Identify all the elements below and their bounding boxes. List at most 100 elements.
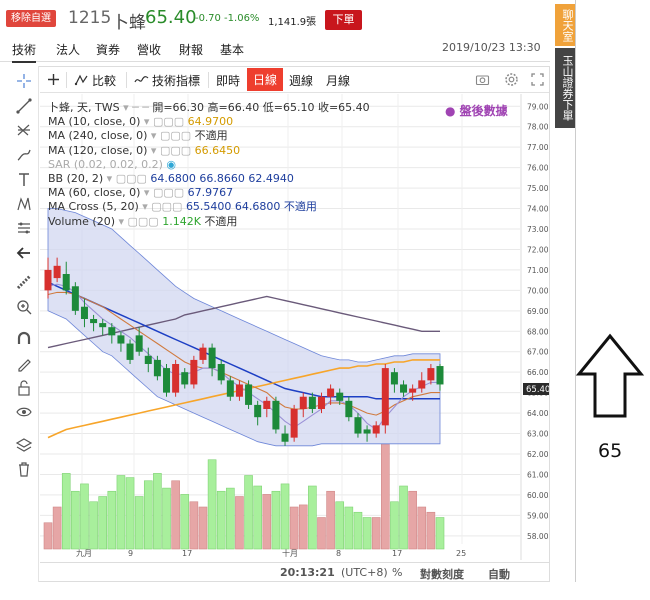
measure-icon[interactable] <box>15 219 33 237</box>
volume-bar <box>52 506 62 550</box>
ma60-line <box>47 281 440 400</box>
legend-volume-na: 不適用 <box>204 214 238 228</box>
candle-body <box>354 417 362 434</box>
legend-sar[interactable]: SAR (0.02, 0.02, 0.2) <box>48 157 163 171</box>
legend-macross-values: 65.5400 64.6800 <box>185 200 281 214</box>
stock-price: 65.40 <box>145 7 197 28</box>
candle-body <box>272 400 280 430</box>
legend-volume-value: 1.142K <box>162 214 201 228</box>
legend-ma10[interactable]: MA (10, close, 0) <box>48 115 141 129</box>
volume-bar <box>280 483 290 550</box>
lock-icon[interactable] <box>15 379 33 397</box>
legend-bb-values: 64.6800 66.8660 62.4940 <box>150 172 294 186</box>
tab-institutional[interactable]: 法人 <box>56 43 81 57</box>
chatroom-tab[interactable]: 聊天室 <box>555 4 575 46</box>
y-tick-label: 78.00 <box>527 123 549 132</box>
ruler-icon[interactable] <box>15 273 33 291</box>
gear-icon[interactable] <box>504 72 519 87</box>
timezone[interactable]: (UTC+8) <box>341 566 388 579</box>
legend-macross[interactable]: MA Cross (5, 20) <box>48 200 139 214</box>
fullscreen-icon[interactable] <box>530 72 545 87</box>
candle-body <box>372 425 380 434</box>
tab-basic[interactable]: 基本 <box>220 43 245 57</box>
candle-body <box>126 343 134 360</box>
monthly-button[interactable]: 月線 <box>326 74 351 88</box>
candle-body <box>235 384 243 397</box>
data-timestamp: 2019/10/23 13:30 <box>442 41 541 54</box>
x-tick-label: 9 <box>128 549 133 558</box>
legend-bb[interactable]: BB (20, 2) <box>48 172 104 186</box>
tab-revenue[interactable]: 營收 <box>137 43 162 57</box>
candle-body <box>290 409 298 438</box>
candle-body <box>308 396 316 409</box>
after-hours-data[interactable]: ● 盤後數據 <box>445 104 508 118</box>
drawing-toolbar <box>9 66 39 582</box>
brush-icon[interactable] <box>15 146 33 164</box>
volume-bar <box>116 475 126 550</box>
legend-ma120-value: 66.6450 <box>194 143 241 157</box>
legend-volume[interactable]: Volume (20) <box>48 214 115 228</box>
trash-icon[interactable] <box>15 460 33 478</box>
tab-technical[interactable]: 技術 <box>12 41 37 63</box>
last-price-label: 65.40 <box>526 385 549 395</box>
indicator-icon[interactable] <box>134 72 149 87</box>
legend-ma120[interactable]: MA (120, close, 0) <box>48 143 148 157</box>
pattern-icon[interactable] <box>15 195 33 213</box>
y-tick-label: 77.00 <box>527 143 549 152</box>
weekly-button[interactable]: 週線 <box>289 74 314 88</box>
y-tick-label: 75.00 <box>527 184 549 193</box>
zoom-in-icon[interactable] <box>15 298 33 316</box>
legend-ma60[interactable]: MA (60, close, 0) <box>48 186 141 200</box>
candle-body <box>409 388 417 393</box>
candle-body <box>190 359 198 385</box>
candle-body <box>245 384 253 405</box>
price-chart[interactable]: 79.00 78.00 77.00 76.00 75.00 74.00 73.00 72.00… <box>40 94 549 562</box>
price-axis: 79.00 78.00 77.00 76.00 75.00 74.00 73.00 72.00… <box>527 102 549 541</box>
fib-icon[interactable] <box>15 121 33 139</box>
last-price-marker <box>523 383 549 395</box>
candle-body <box>153 359 161 377</box>
lock-draw-icon[interactable] <box>15 355 33 373</box>
candle-body <box>427 368 435 381</box>
magnet-icon[interactable] <box>15 330 33 348</box>
y-tick-label: 60.00 <box>527 491 549 500</box>
candle-body <box>53 265 61 279</box>
trendline-icon[interactable] <box>15 97 33 115</box>
log-scale-toggle[interactable]: 對數刻度 <box>420 568 464 581</box>
order-button[interactable]: 下單 <box>325 10 362 30</box>
volume-bar <box>89 501 98 550</box>
crosshair-icon[interactable] <box>15 72 33 90</box>
remove-watchlist-button[interactable]: 移除自選 <box>6 10 56 27</box>
y-tick-label: 61.00 <box>527 470 549 479</box>
text-icon[interactable] <box>15 171 33 189</box>
side-tabs: 聊天室 玉山證券下單 <box>555 4 575 128</box>
percent-toggle[interactable]: % <box>392 566 403 579</box>
y-tick-label: 68.00 <box>527 327 549 336</box>
volume-bar <box>235 496 244 550</box>
tab-financials[interactable]: 財報 <box>179 43 204 57</box>
layers-icon[interactable] <box>15 436 33 454</box>
legend-macross-na: 不適用 <box>283 200 317 214</box>
back-arrow-icon[interactable] <box>15 244 33 262</box>
eye-icon[interactable] <box>15 403 33 421</box>
auto-scale-toggle[interactable]: 自動 <box>488 568 510 581</box>
camera-icon[interactable] <box>475 72 490 87</box>
volume-bar <box>107 490 117 550</box>
legend-ma240[interactable]: MA (240, close, 0) <box>48 129 148 143</box>
intraday-button[interactable]: 即時 <box>216 74 241 88</box>
compare-button[interactable]: 比較 <box>92 74 117 88</box>
candle-body <box>62 274 70 291</box>
esun-order-tab[interactable]: 玉山證券下單 <box>555 48 575 128</box>
daily-button[interactable]: 日線 <box>247 68 284 91</box>
y-tick-label: 76.00 <box>527 164 549 173</box>
add-icon[interactable] <box>46 72 61 87</box>
indicators-button[interactable]: 技術指標 <box>152 74 201 88</box>
volume-bar <box>189 501 199 550</box>
trade-volume: 1,141.9張 <box>268 17 317 28</box>
volume-bar <box>71 490 80 550</box>
tab-margin[interactable]: 資券 <box>96 43 121 57</box>
chart-legend: 卜蜂, 天, TWS ▾ ─ ─ 開=66.30 高=66.40 低=65.10… <box>48 101 370 228</box>
compare-icon[interactable] <box>74 72 89 87</box>
volume-bar <box>326 490 335 550</box>
up-arrow-icon <box>575 333 645 418</box>
